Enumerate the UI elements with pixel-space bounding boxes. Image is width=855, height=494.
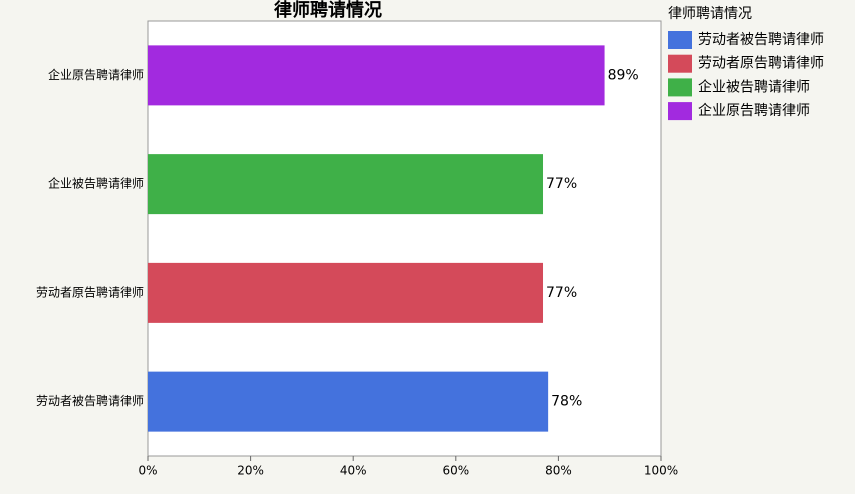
x-tick-label: 0%: [138, 464, 157, 478]
x-tick-label: 20%: [237, 464, 264, 478]
x-tick-label: 40%: [340, 464, 367, 478]
legend-label: 企业被告聘请律师: [698, 78, 810, 95]
legend-swatch: [668, 78, 692, 97]
bar: [148, 371, 549, 432]
legend-label: 劳动者原告聘请律师: [698, 56, 824, 72]
legend-title: 律师聘请情况: [668, 6, 752, 22]
legend-swatch: [668, 102, 692, 121]
value-label: 77%: [546, 285, 577, 301]
x-tick-label: 60%: [442, 464, 469, 478]
bar: [148, 154, 544, 215]
chart-title: 律师聘请情况: [274, 0, 382, 21]
legend-label: 劳动者被告聘请律师: [698, 32, 824, 48]
y-tick-label: 劳动者被告聘请律师: [36, 394, 144, 408]
y-tick-label: 劳动者原告聘请律师: [36, 285, 144, 299]
y-tick-label: 企业原告聘请律师: [48, 67, 144, 82]
value-label: 77%: [546, 176, 577, 192]
value-label: 89%: [608, 67, 639, 83]
y-tick-label: 企业被告聘请律师: [48, 176, 144, 191]
legend-label: 企业原告聘请律师: [698, 102, 810, 119]
x-tick-label: 100%: [644, 464, 678, 478]
legend-swatch: [668, 54, 692, 73]
value-label: 78%: [551, 394, 582, 410]
legend-swatch: [668, 31, 692, 49]
bar: [148, 45, 605, 106]
bar: [148, 262, 544, 323]
x-tick-label: 80%: [545, 464, 572, 478]
